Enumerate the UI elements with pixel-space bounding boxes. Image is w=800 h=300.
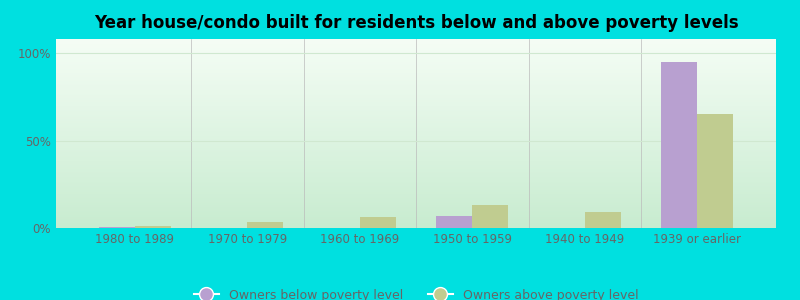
Bar	[247, 222, 283, 228]
Bar	[360, 217, 396, 228]
Bar	[698, 114, 734, 228]
Title: Year house/condo built for residents below and above poverty levels: Year house/condo built for residents bel…	[94, 14, 738, 32]
Bar	[662, 62, 698, 228]
Bar	[98, 227, 134, 228]
Bar	[436, 216, 472, 228]
Bar	[472, 205, 508, 228]
Bar	[134, 226, 170, 228]
Legend: Owners below poverty level, Owners above poverty level: Owners below poverty level, Owners above…	[189, 284, 643, 300]
Bar	[585, 212, 621, 228]
